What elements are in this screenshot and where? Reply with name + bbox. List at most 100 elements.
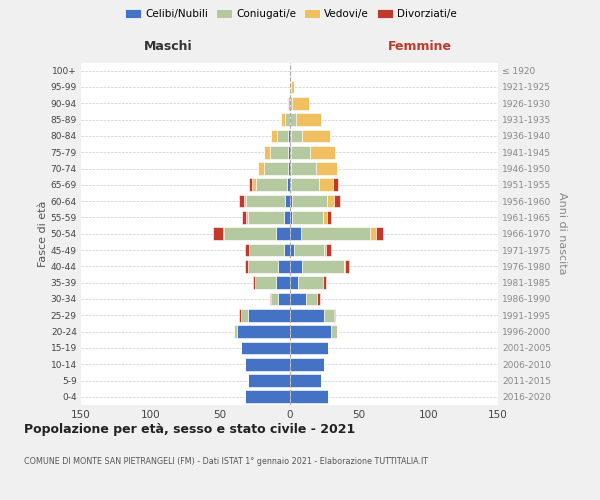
Legend: Celibi/Nubili, Coniugati/e, Vedovi/e, Divorziati/e: Celibi/Nubili, Coniugati/e, Vedovi/e, Di… bbox=[121, 5, 461, 24]
Bar bbox=[296, 113, 322, 126]
Bar bbox=[248, 211, 284, 224]
Text: Maschi: Maschi bbox=[143, 40, 193, 52]
Bar bbox=[275, 228, 290, 240]
Bar bbox=[287, 97, 288, 110]
Bar bbox=[223, 228, 224, 240]
Bar bbox=[327, 195, 334, 207]
Bar bbox=[244, 195, 247, 207]
Bar bbox=[275, 276, 290, 289]
Bar bbox=[255, 276, 275, 289]
Bar bbox=[290, 228, 301, 240]
Bar bbox=[278, 260, 290, 272]
Bar bbox=[290, 146, 291, 158]
Bar bbox=[271, 292, 278, 306]
Bar bbox=[323, 211, 327, 224]
Bar bbox=[316, 162, 337, 175]
Bar bbox=[213, 228, 223, 240]
Bar bbox=[286, 113, 290, 126]
Bar bbox=[257, 162, 265, 175]
Bar bbox=[277, 130, 288, 142]
Bar bbox=[290, 178, 291, 191]
Bar bbox=[290, 195, 292, 207]
Bar bbox=[281, 113, 286, 126]
Bar bbox=[370, 228, 376, 240]
Bar bbox=[234, 325, 236, 338]
Bar bbox=[306, 292, 317, 306]
Bar bbox=[324, 309, 334, 322]
Bar bbox=[290, 113, 296, 126]
Bar bbox=[248, 309, 290, 322]
Bar bbox=[278, 292, 290, 306]
Bar bbox=[319, 178, 332, 191]
Bar bbox=[245, 260, 248, 272]
Bar bbox=[323, 276, 326, 289]
Bar bbox=[327, 211, 331, 224]
Bar bbox=[290, 80, 291, 94]
Text: Femmine: Femmine bbox=[388, 40, 452, 52]
Bar bbox=[252, 178, 256, 191]
Bar bbox=[290, 309, 324, 322]
Bar bbox=[265, 162, 288, 175]
Bar bbox=[248, 260, 278, 272]
Bar bbox=[291, 130, 302, 142]
Bar bbox=[256, 178, 287, 191]
Bar bbox=[245, 244, 249, 256]
Text: COMUNE DI MONTE SAN PIETRANGELI (FM) - Dati ISTAT 1° gennaio 2021 - Elaborazione: COMUNE DI MONTE SAN PIETRANGELI (FM) - D… bbox=[24, 458, 428, 466]
Bar bbox=[290, 358, 324, 370]
Bar bbox=[239, 195, 244, 207]
Bar bbox=[288, 146, 290, 158]
Bar bbox=[290, 97, 292, 110]
Bar bbox=[290, 276, 298, 289]
Bar bbox=[344, 260, 345, 272]
Bar bbox=[310, 146, 335, 158]
Bar bbox=[249, 178, 252, 191]
Bar bbox=[302, 130, 330, 142]
Bar bbox=[241, 342, 290, 354]
Bar bbox=[290, 130, 291, 142]
Bar bbox=[298, 276, 323, 289]
Bar bbox=[302, 260, 344, 272]
Bar bbox=[326, 244, 331, 256]
Bar bbox=[293, 244, 324, 256]
Bar bbox=[376, 228, 383, 240]
Bar bbox=[287, 178, 290, 191]
Bar bbox=[242, 211, 247, 224]
Bar bbox=[241, 309, 248, 322]
Bar bbox=[239, 309, 241, 322]
Bar bbox=[290, 390, 328, 403]
Bar bbox=[301, 228, 370, 240]
Bar bbox=[291, 80, 293, 94]
Bar bbox=[291, 178, 319, 191]
Y-axis label: Anni di nascita: Anni di nascita bbox=[557, 192, 567, 275]
Bar bbox=[334, 309, 335, 322]
Bar bbox=[236, 325, 290, 338]
Bar bbox=[290, 162, 291, 175]
Bar bbox=[270, 292, 271, 306]
Bar bbox=[284, 211, 290, 224]
Bar bbox=[290, 211, 292, 224]
Bar bbox=[247, 211, 248, 224]
Bar bbox=[290, 260, 302, 272]
Bar bbox=[265, 146, 270, 158]
Bar bbox=[248, 374, 290, 387]
Bar bbox=[253, 276, 255, 289]
Bar bbox=[290, 325, 331, 338]
Bar bbox=[334, 195, 340, 207]
Bar bbox=[331, 325, 337, 338]
Bar bbox=[332, 178, 338, 191]
Bar bbox=[288, 162, 290, 175]
Bar bbox=[249, 244, 284, 256]
Bar bbox=[290, 292, 306, 306]
Bar bbox=[292, 211, 323, 224]
Bar bbox=[290, 342, 328, 354]
Bar bbox=[224, 228, 275, 240]
Bar bbox=[271, 130, 277, 142]
Bar bbox=[284, 244, 290, 256]
Bar bbox=[290, 374, 322, 387]
Bar bbox=[292, 97, 309, 110]
Bar bbox=[345, 260, 349, 272]
Text: Popolazione per età, sesso e stato civile - 2021: Popolazione per età, sesso e stato civil… bbox=[24, 422, 355, 436]
Bar bbox=[286, 195, 290, 207]
Bar bbox=[290, 244, 293, 256]
Bar bbox=[290, 64, 291, 77]
